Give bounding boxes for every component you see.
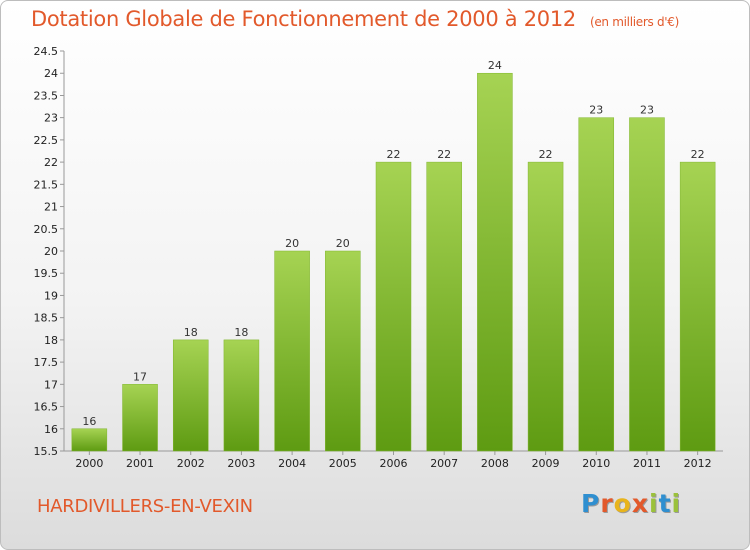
bar-2000 — [71, 428, 108, 452]
x-tick-label: 2005 — [329, 457, 357, 470]
y-tick-label: 20.5 — [34, 223, 59, 236]
logo-letter: P — [581, 489, 601, 518]
y-tick-label: 19.5 — [34, 267, 59, 280]
x-tick-label: 2011 — [633, 457, 661, 470]
bar-2007 — [426, 161, 462, 452]
bar-value-label: 16 — [82, 415, 96, 428]
y-tick-label: 16.5 — [34, 401, 59, 414]
bar-value-label: 22 — [387, 148, 401, 161]
y-tick-label: 20 — [44, 245, 58, 258]
logo-letter: i — [649, 489, 659, 518]
chart-title: Dotation Globale de Fonctionnement de 20… — [31, 7, 679, 31]
bar-2010 — [578, 117, 615, 452]
bar-value-label: 18 — [234, 326, 248, 339]
bar-2011 — [629, 117, 665, 452]
x-tick-label: 2010 — [582, 457, 610, 470]
y-tick-label: 17.5 — [34, 356, 59, 369]
chart-title-text: Dotation Globale de Fonctionnement de 20… — [31, 7, 576, 31]
y-tick-label: 22.5 — [34, 134, 59, 147]
x-tick-label: 2001 — [126, 457, 154, 470]
logo-letter: r — [600, 489, 614, 518]
x-tick-label: 2008 — [481, 457, 509, 470]
y-tick-label: 24.5 — [34, 45, 59, 58]
bar-value-label: 23 — [640, 104, 654, 117]
y-tick-label: 16 — [44, 423, 58, 436]
y-tick-label: 17 — [44, 378, 58, 391]
y-tick-label: 18 — [44, 334, 58, 347]
commune-name: HARDIVILLERS-EN-VEXIN — [37, 496, 253, 517]
bar-value-label: 20 — [336, 237, 350, 250]
x-tick-label: 2009 — [532, 457, 560, 470]
bar-value-label: 22 — [691, 148, 705, 161]
bar-2001 — [122, 384, 158, 452]
bar-2002 — [172, 339, 209, 452]
bar-value-label: 23 — [589, 104, 603, 117]
y-tick-label: 15.5 — [34, 445, 59, 458]
y-tick-label: 21.5 — [34, 178, 59, 191]
x-tick-label: 2002 — [177, 457, 205, 470]
bar-2012 — [679, 161, 716, 452]
x-tick-label: 2007 — [430, 457, 458, 470]
x-tick-label: 2006 — [380, 457, 408, 470]
logo-letter: i — [671, 489, 682, 518]
y-tick-label: 23 — [44, 112, 58, 125]
y-tick-label: 22 — [44, 156, 58, 169]
x-tick-label: 2003 — [227, 457, 255, 470]
bar-2003 — [223, 339, 260, 452]
bar-2008 — [477, 72, 513, 452]
y-tick-label: 18.5 — [34, 312, 59, 325]
bar-2006 — [375, 161, 412, 452]
bar-value-label: 22 — [539, 148, 553, 161]
y-tick-label: 19 — [44, 289, 58, 302]
bar-value-label: 18 — [184, 326, 198, 339]
logo-letter: x — [631, 489, 649, 518]
bar-value-label: 20 — [285, 237, 299, 250]
bar-2005 — [325, 250, 361, 452]
bar-value-label: 24 — [488, 59, 502, 72]
x-tick-label: 2000 — [75, 457, 103, 470]
bar-2004 — [274, 250, 310, 452]
proxiti-logo: Proxiti — [581, 489, 681, 518]
y-tick-label: 24 — [44, 67, 58, 80]
y-tick-label: 21 — [44, 201, 58, 214]
x-tick-label: 2004 — [278, 457, 306, 470]
bar-value-label: 22 — [437, 148, 451, 161]
logo-letter: t — [658, 489, 672, 518]
bar-value-label: 17 — [133, 370, 147, 383]
logo-letter: o — [613, 489, 632, 518]
bar-2009 — [527, 161, 564, 452]
chart-unit: (en milliers d'€) — [589, 15, 679, 29]
y-tick-label: 23.5 — [34, 89, 59, 102]
x-tick-label: 2012 — [684, 457, 712, 470]
